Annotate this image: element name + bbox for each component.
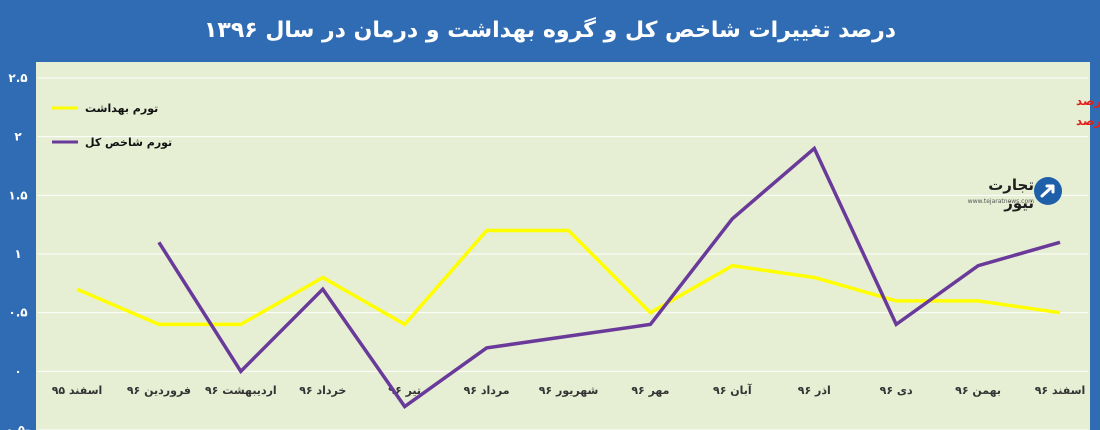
x-tick-label: اسفند ۹۶ <box>1035 384 1086 397</box>
logo: تجارت نیوز www.tejaratnews.com <box>950 174 1065 212</box>
y-tick-label: ۰.۵- <box>6 423 30 430</box>
right-border-strip <box>1090 62 1100 430</box>
y-tick-label: ۲.۵ <box>8 71 27 85</box>
logo-mark-icon <box>1034 177 1062 205</box>
y-tick-label: ۱ <box>14 247 21 261</box>
series-line-health <box>76 228 1061 327</box>
x-tick-label: دی ۹۶ <box>880 384 913 397</box>
x-tick-label: شهریور ۹۶ <box>539 384 599 397</box>
x-tick-label: مهر ۹۶ <box>631 384 669 397</box>
legend: تورم بهداشت تورم شاخص کل <box>52 102 172 149</box>
x-tick-label: خرداد ۹۶ <box>299 384 346 397</box>
y-tick-label: ۰.۵ <box>8 306 27 320</box>
x-tick-label: فروردین ۹۶ <box>127 384 191 397</box>
gridlines <box>38 77 1088 430</box>
legend-label-health: تورم بهداشت <box>85 102 158 115</box>
y-axis-strip <box>0 62 36 430</box>
y-tick-labels: ۰.۵- ۰ ۰.۵ ۱ ۱.۵ ۲ ۲.۵ <box>6 71 30 430</box>
y-tick-label: ۰ <box>14 364 21 378</box>
x-tick-label: اسفند ۹۵ <box>52 384 103 397</box>
x-tick-label: اردیبهشت ۹۶ <box>205 384 277 397</box>
legend-label-total: تورم شاخص کل <box>85 136 172 149</box>
logo-name: تجارت نیوز <box>988 176 1034 212</box>
x-tick-labels: اسفند ۹۵ فروردین ۹۶ اردیبهشت ۹۶ خرداد ۹۶ تیر… <box>52 383 1086 397</box>
y-tick-label: ۲ <box>14 130 22 144</box>
x-tick-label: بهمن ۹۶ <box>955 384 1001 397</box>
y-tick-label: ۱.۵ <box>8 188 27 202</box>
series-lines <box>76 145 1061 409</box>
logo-url: www.tejaratnews.com <box>967 198 1034 205</box>
series-line-total-index <box>157 145 1061 409</box>
x-tick-label: آبان ۹۶ <box>713 383 752 397</box>
chart-title: درصد تغییرات شاخص کل و گروه بهداشت و درم… <box>203 18 897 43</box>
annotation-health-inflation: تورم بهداشت و درمان ۱۰.۱ درصد <box>1076 114 1100 129</box>
annotation-general-inflation: تورم عمومی ۹.۶ درصد <box>1076 94 1100 109</box>
x-tick-label: مرداد ۹۶ <box>464 384 510 397</box>
annotations: تورم عمومی ۹.۶ درصد تورم بهداشت و درمان … <box>1076 94 1100 129</box>
title-bar: درصد تغییرات شاخص کل و گروه بهداشت و درم… <box>0 0 1100 62</box>
x-tick-label: اذر ۹۶ <box>798 384 831 397</box>
